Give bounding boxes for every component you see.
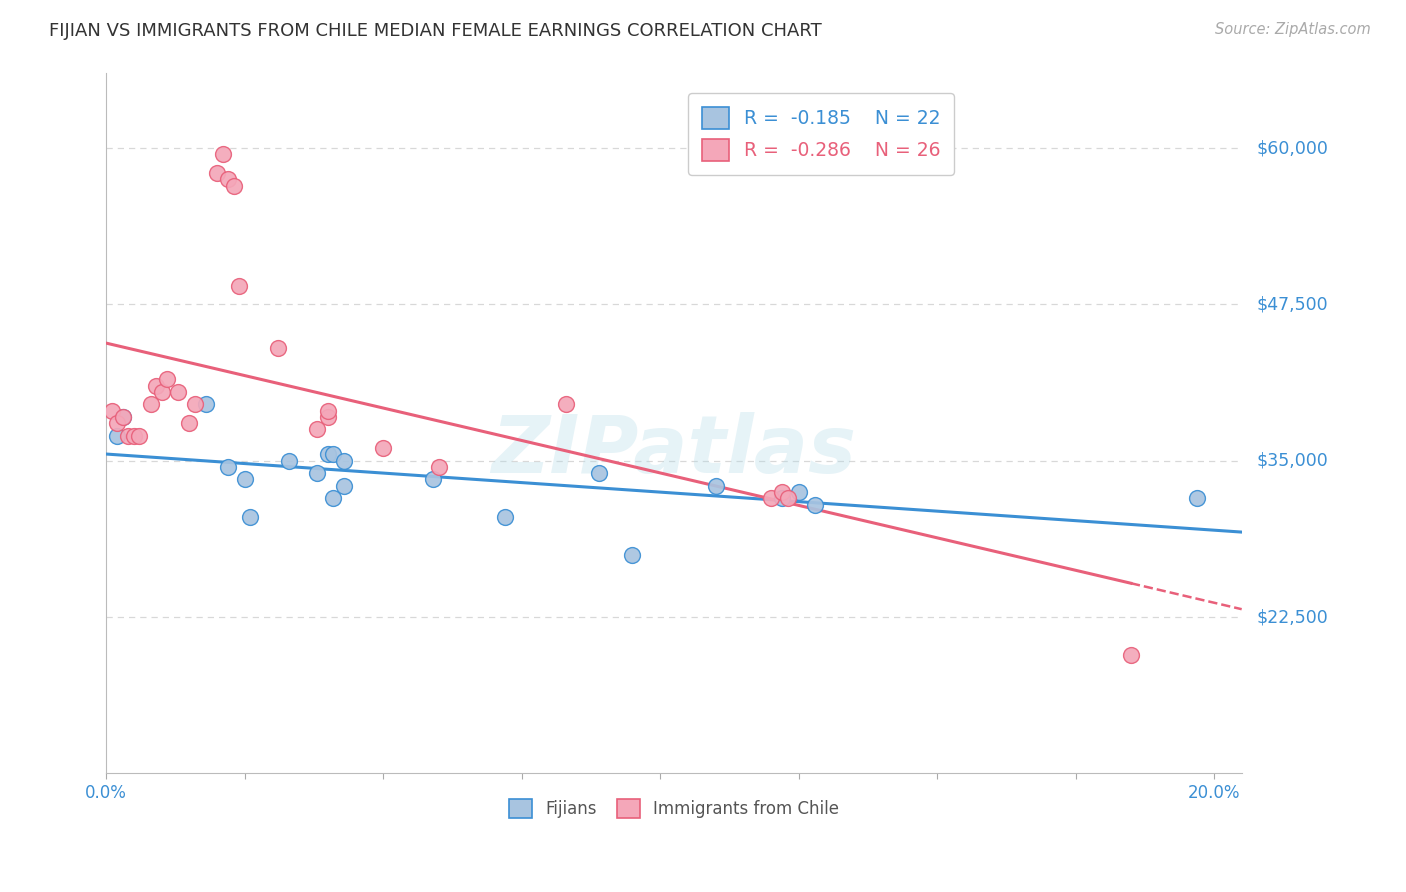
Point xyxy=(759,491,782,506)
Point xyxy=(494,510,516,524)
Point xyxy=(139,397,162,411)
Point xyxy=(704,479,727,493)
Point xyxy=(588,467,610,481)
Point xyxy=(770,485,793,500)
Text: $60,000: $60,000 xyxy=(1257,139,1329,157)
Point xyxy=(239,510,262,524)
Point xyxy=(179,416,201,430)
Point xyxy=(305,422,328,436)
Point xyxy=(278,454,301,468)
Point xyxy=(776,491,799,506)
Point xyxy=(145,378,167,392)
Point xyxy=(128,428,150,442)
Point xyxy=(167,384,190,399)
Point xyxy=(150,384,173,399)
Point xyxy=(333,479,356,493)
Point xyxy=(770,491,793,506)
Point xyxy=(373,441,395,455)
Point xyxy=(322,491,344,506)
Point xyxy=(217,172,239,186)
Point xyxy=(156,372,179,386)
Point xyxy=(555,397,578,411)
Point xyxy=(222,178,245,193)
Point xyxy=(122,428,145,442)
Point xyxy=(194,397,217,411)
Point xyxy=(427,460,450,475)
Point xyxy=(333,454,356,468)
Point xyxy=(1119,648,1142,662)
Text: $35,000: $35,000 xyxy=(1257,451,1329,470)
Point xyxy=(422,473,444,487)
Text: Source: ZipAtlas.com: Source: ZipAtlas.com xyxy=(1215,22,1371,37)
Point xyxy=(316,403,339,417)
Point xyxy=(787,485,810,500)
Point xyxy=(111,409,134,424)
Text: $22,500: $22,500 xyxy=(1257,608,1329,626)
Point xyxy=(228,278,250,293)
Point xyxy=(804,498,827,512)
Point xyxy=(205,166,228,180)
Point xyxy=(211,147,233,161)
Point xyxy=(111,409,134,424)
Point xyxy=(217,460,239,475)
Point xyxy=(233,473,256,487)
Point xyxy=(117,428,139,442)
Point xyxy=(322,448,344,462)
Point xyxy=(621,548,644,562)
Text: ZIPatlas: ZIPatlas xyxy=(492,412,856,491)
Point xyxy=(305,467,328,481)
Text: $47,500: $47,500 xyxy=(1257,295,1329,313)
Point xyxy=(267,341,290,355)
Point xyxy=(184,397,207,411)
Legend: Fijians, Immigrants from Chile: Fijians, Immigrants from Chile xyxy=(502,792,846,824)
Point xyxy=(316,448,339,462)
Point xyxy=(100,403,122,417)
Text: FIJIAN VS IMMIGRANTS FROM CHILE MEDIAN FEMALE EARNINGS CORRELATION CHART: FIJIAN VS IMMIGRANTS FROM CHILE MEDIAN F… xyxy=(49,22,823,40)
Point xyxy=(105,428,128,442)
Point xyxy=(316,409,339,424)
Point xyxy=(105,416,128,430)
Point xyxy=(1187,491,1209,506)
